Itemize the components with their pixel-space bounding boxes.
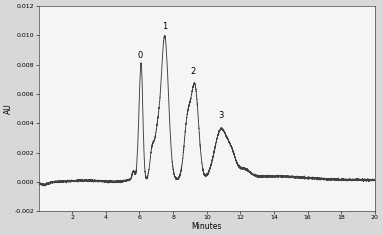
X-axis label: Minutes: Minutes bbox=[192, 222, 222, 231]
Y-axis label: AU: AU bbox=[4, 103, 13, 114]
Text: 3: 3 bbox=[218, 111, 224, 121]
Text: 0: 0 bbox=[138, 51, 143, 60]
Text: 1: 1 bbox=[162, 22, 167, 31]
Text: 2: 2 bbox=[191, 67, 196, 76]
